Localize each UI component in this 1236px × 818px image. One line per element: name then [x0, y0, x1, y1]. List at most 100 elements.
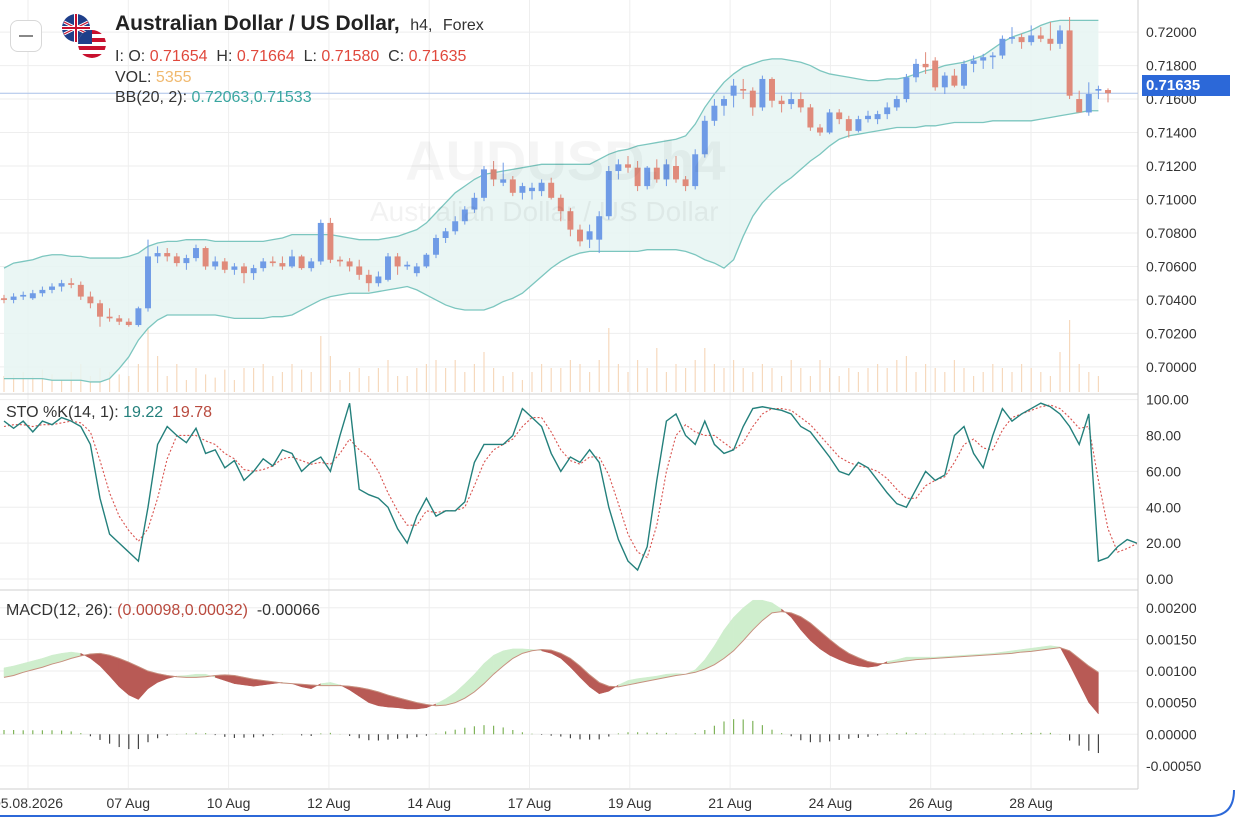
macd-histogram — [3, 719, 1100, 754]
candle — [154, 253, 161, 257]
time-axis-label: 14 Aug — [407, 795, 451, 811]
candle — [817, 127, 823, 133]
candle — [10, 296, 17, 300]
macd-axis-label: 0.00150 — [1146, 631, 1197, 647]
candle — [826, 112, 833, 133]
candle — [87, 296, 94, 304]
candle — [193, 248, 199, 259]
close-value: 0.71635 — [408, 48, 467, 65]
candle — [289, 256, 295, 267]
candle — [797, 99, 804, 108]
candle — [865, 115, 871, 120]
macd-fill-segment — [502, 648, 514, 667]
macd-axis-label: -0.00050 — [1146, 758, 1201, 774]
candle — [481, 169, 487, 198]
candle — [404, 264, 411, 267]
candle — [327, 222, 334, 260]
collapse-button[interactable] — [10, 20, 42, 52]
price-axis-label: 0.70600 — [1146, 258, 1197, 274]
macd-fill-segment — [829, 638, 840, 661]
candle — [903, 77, 910, 100]
candle — [135, 308, 142, 326]
vol-label: VOL: — [115, 69, 152, 86]
frame-border — [0, 789, 1235, 817]
candle — [941, 75, 948, 88]
candle — [471, 197, 478, 210]
candle — [778, 100, 785, 105]
macd-fill-segment — [358, 687, 370, 704]
candle — [49, 286, 55, 290]
macd-fill-segment — [1069, 650, 1080, 684]
macd-axis-label: 0.00050 — [1146, 695, 1197, 711]
candle — [442, 231, 449, 238]
candle — [346, 261, 353, 267]
candle — [519, 186, 526, 193]
candle — [490, 169, 497, 180]
candle — [433, 237, 439, 255]
candle — [682, 179, 689, 187]
sto-legend: STO %K(14, 1): 19.22 19.78 — [6, 403, 212, 423]
price-axis: 0.720000.718000.716000.714000.712000.710… — [1146, 24, 1197, 375]
candle — [29, 293, 36, 299]
macd-fill-segment — [138, 666, 149, 701]
candle — [221, 261, 228, 270]
symbol-title: Australian Dollar / US Dollar, h4, Forex — [115, 12, 484, 36]
macd-legend: MACD(12, 26): (0.00098,0.00032) -0.00066 — [6, 601, 320, 621]
macd-fill-segment — [310, 683, 322, 690]
candle — [317, 222, 324, 262]
candle — [116, 318, 123, 322]
candle — [721, 99, 727, 106]
price-axis-label: 0.70400 — [1146, 292, 1197, 308]
candle — [730, 85, 737, 96]
candle — [1095, 89, 1102, 91]
macd-fill-segment — [579, 665, 590, 688]
candle — [164, 253, 171, 257]
candle — [529, 187, 535, 192]
candle — [615, 164, 622, 172]
price-axis-label: 0.71000 — [1146, 191, 1197, 207]
candle — [173, 256, 180, 264]
high-value: 0.71664 — [236, 48, 295, 65]
low-label: L: — [303, 48, 317, 65]
volume-legend: VOL: 5355 — [115, 68, 192, 88]
macd-label: MACD(12, 26): — [6, 602, 113, 619]
candle — [701, 120, 708, 155]
candle — [567, 211, 574, 230]
sto-axis-label: 40.00 — [1146, 499, 1181, 515]
candle — [759, 78, 766, 108]
time-axis-label: 19 Aug — [608, 795, 652, 811]
candle — [231, 266, 238, 270]
macd-signal-line — [3, 611, 1099, 707]
macd-fill-segment — [224, 674, 235, 685]
candle — [932, 60, 939, 88]
last-price-tag: 0.71635 — [1142, 75, 1230, 96]
candle — [663, 164, 670, 180]
bb-legend: BB(20, 2): 0.72063,0.71533 — [115, 88, 312, 108]
bb-label: BB(20, 2): — [115, 89, 188, 106]
candle — [749, 90, 756, 108]
macd-fill-segment — [99, 653, 110, 677]
candles — [1, 17, 1111, 327]
watermark-symbol: AUDUSD,h4 — [405, 128, 725, 193]
time-axis-label: 24 Aug — [809, 795, 853, 811]
bollinger-band-fill — [4, 20, 1099, 382]
candle — [260, 261, 267, 269]
candle — [413, 266, 420, 274]
candle — [740, 89, 747, 91]
macd-fill-segment — [733, 607, 744, 652]
candle — [577, 229, 583, 242]
macd-fill-segment — [109, 654, 120, 688]
candle — [106, 316, 113, 319]
candle — [298, 256, 305, 269]
price-axis-label: 0.70000 — [1146, 359, 1197, 375]
candle — [125, 321, 132, 326]
macd-fill-segment — [1088, 665, 1099, 715]
candle — [1085, 94, 1092, 113]
macd-fill-segment — [118, 658, 130, 696]
candle — [269, 261, 276, 264]
bb-values: 0.72063,0.71533 — [191, 89, 312, 106]
candle — [845, 119, 852, 131]
candle — [452, 221, 459, 232]
